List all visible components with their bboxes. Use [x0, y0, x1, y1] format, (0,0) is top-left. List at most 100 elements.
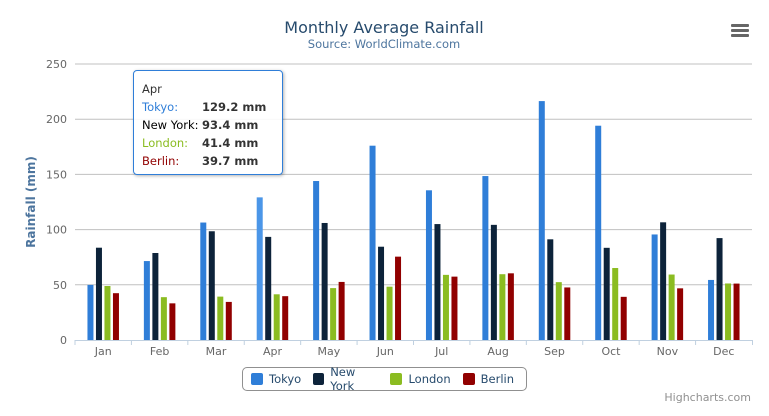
x-tick-label: Feb [150, 345, 169, 358]
column-berlin-sep [564, 287, 571, 340]
y-tick-label: 100 [46, 224, 67, 237]
column-london-nov [668, 274, 675, 340]
tooltip-row: Berlin: 39.7 mm [142, 152, 282, 170]
column-london-aug [499, 274, 506, 340]
column-tokyo-sep [538, 101, 545, 341]
legend-swatch [390, 373, 403, 385]
column-london-apr [273, 294, 280, 340]
column-london-feb [160, 297, 167, 340]
column-new-york-feb [152, 253, 159, 340]
y-tick-label: 250 [46, 58, 67, 71]
x-tick-label: May [318, 345, 341, 358]
tooltip-series-label: New York: [142, 118, 199, 132]
column-new-york-aug [490, 224, 497, 340]
column-berlin-may [338, 281, 345, 340]
x-tick-label: Aug [487, 345, 508, 358]
column-new-york-oct [603, 247, 610, 340]
chart-subtitle: Source: WorldClimate.com [308, 37, 460, 51]
legend: Tokyo New York London Berlin [242, 365, 527, 393]
tooltip-series-label: Berlin: [142, 154, 180, 168]
tooltip-series-label: London: [142, 136, 189, 150]
column-berlin-mar [225, 301, 232, 340]
column-london-jul [442, 274, 449, 340]
x-tick-label: Dec [713, 345, 734, 358]
column-new-york-jun [378, 246, 385, 340]
legend-item-berlin[interactable]: Berlin [462, 372, 514, 386]
column-tokyo-jul [425, 190, 432, 340]
column-tokyo-jan [87, 284, 94, 340]
column-new-york-apr [265, 236, 272, 340]
x-tick-label: Oct [601, 345, 621, 358]
column-london-jun [386, 286, 393, 340]
tooltip-header: Apr [142, 82, 162, 96]
column-berlin-aug [507, 273, 514, 340]
column-berlin-apr [282, 296, 289, 340]
column-tokyo-jun [369, 145, 376, 340]
column-london-may [330, 288, 337, 340]
tooltip-row: London: 41.4 mm [142, 134, 282, 152]
column-new-york-mar [208, 231, 215, 340]
credits-link[interactable]: Highcharts.com [664, 391, 751, 404]
column-tokyo-may [313, 181, 320, 340]
column-tokyo-aug [482, 176, 489, 340]
column-london-sep [555, 282, 562, 340]
tooltip-row: Tokyo: 129.2 mm [142, 98, 282, 116]
legend-item-new-york[interactable]: New York [313, 365, 378, 393]
column-tokyo-apr [256, 197, 263, 340]
legend-swatch [313, 373, 325, 385]
column-london-oct [612, 268, 619, 340]
column-berlin-jun [395, 256, 402, 340]
column-london-mar [217, 296, 224, 340]
hamburger-menu-icon[interactable] [730, 22, 750, 38]
tooltip-value: 41.4 mm [202, 136, 259, 150]
legend-label: Berlin [480, 372, 514, 386]
column-new-york-nov [660, 222, 667, 340]
column-tokyo-nov [651, 234, 658, 340]
tooltip-series-label: Tokyo: [142, 100, 179, 114]
tooltip-value: 129.2 mm [202, 100, 267, 114]
column-london-jan [104, 286, 111, 340]
legend-label: New York [330, 365, 356, 393]
x-tick-label: Mar [206, 345, 227, 358]
column-berlin-dec [733, 283, 740, 340]
column-tokyo-mar [200, 222, 207, 340]
y-tick-label: 200 [46, 113, 67, 126]
column-berlin-nov [677, 288, 684, 340]
legend-label: London [408, 372, 451, 386]
column-berlin-feb [169, 303, 176, 340]
column-tokyo-feb [143, 261, 150, 340]
tooltip-value: 93.4 mm [202, 118, 259, 132]
legend-label: Tokyo [269, 372, 302, 386]
chart-title: Monthly Average Rainfall [284, 18, 483, 37]
x-tick-label: Jan [94, 345, 112, 358]
column-new-york-dec [716, 238, 723, 340]
column-new-york-may [321, 222, 328, 340]
column-berlin-jan [112, 293, 119, 340]
column-new-york-jan [95, 247, 102, 340]
legend-swatch [251, 373, 263, 385]
y-tick-label: 50 [53, 279, 67, 292]
x-tick-label: Jun [376, 345, 394, 358]
column-tokyo-dec [708, 279, 715, 340]
y-tick-label: 150 [46, 168, 67, 181]
column-new-york-jul [434, 224, 441, 340]
column-berlin-jul [451, 276, 458, 340]
x-tick-label: Nov [657, 345, 679, 358]
legend-item-tokyo[interactable]: Tokyo [251, 372, 301, 386]
legend-item-london[interactable]: London [390, 372, 451, 386]
tooltip-row: New York: 93.4 mm [142, 116, 282, 134]
column-tokyo-oct [595, 125, 602, 341]
y-tick-label: 0 [60, 334, 67, 347]
x-tick-label: Jul [434, 345, 448, 358]
column-new-york-sep [547, 239, 554, 340]
column-berlin-oct [620, 296, 627, 340]
x-tick-label: Apr [263, 345, 283, 358]
legend-swatch [462, 373, 475, 385]
tooltip: Apr Tokyo: 129.2 mm New York: 93.4 mm London… [133, 70, 283, 175]
x-tick-label: Sep [544, 345, 565, 358]
column-london-dec [725, 283, 732, 340]
y-axis-label: Rainfall (mm) [24, 156, 38, 248]
tooltip-value: 39.7 mm [202, 154, 259, 168]
